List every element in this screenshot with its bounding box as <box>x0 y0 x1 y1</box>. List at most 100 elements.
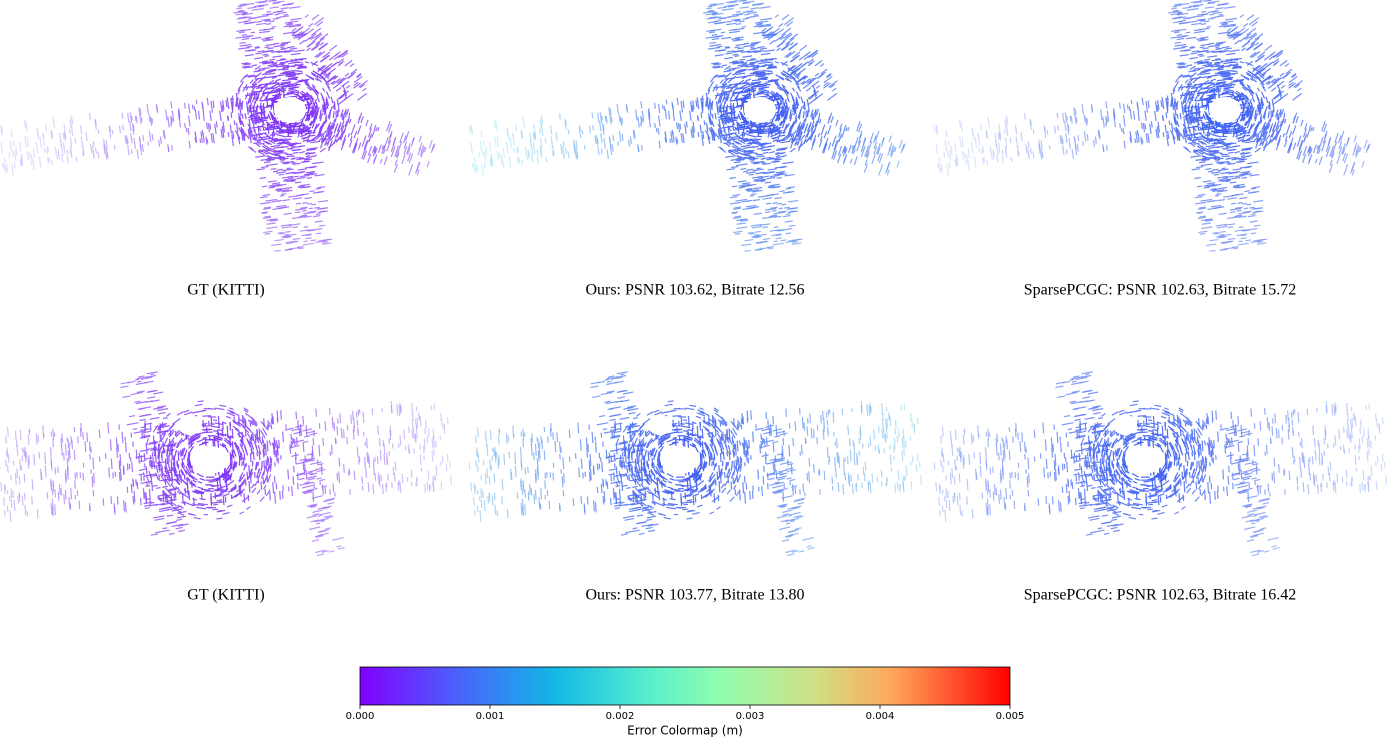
point-dash <box>1198 19 1206 22</box>
point-dash <box>368 456 371 468</box>
point-dash <box>475 163 478 171</box>
point-dash <box>1249 220 1258 223</box>
point-dash <box>281 41 291 44</box>
point-dash <box>618 114 621 123</box>
point-dash <box>576 151 579 158</box>
point-dash <box>408 153 414 164</box>
point-dash <box>289 223 301 226</box>
point-dash <box>125 135 129 145</box>
point-dash <box>1238 158 1248 161</box>
point-dash <box>729 93 735 102</box>
point-dash <box>242 12 254 16</box>
point-dash <box>1250 232 1257 235</box>
point-dash <box>251 77 259 86</box>
point-dash <box>322 438 325 446</box>
point-dash <box>1201 155 1209 159</box>
point-dash <box>1100 109 1103 121</box>
point-dash <box>945 130 948 138</box>
point-dash <box>146 374 157 378</box>
cloud-hole <box>274 97 306 123</box>
point-dash <box>255 133 258 139</box>
point-dash <box>336 99 340 108</box>
point-dash <box>317 186 326 189</box>
point-dash <box>123 500 125 512</box>
point-dash <box>79 428 82 437</box>
point-dash <box>325 135 332 143</box>
point-dash <box>325 140 330 145</box>
point-dash <box>144 420 147 430</box>
point-dash <box>1126 104 1129 110</box>
point-dash <box>1182 123 1188 133</box>
point-dash <box>940 163 943 171</box>
point-dash <box>283 234 289 236</box>
point-dash <box>10 499 13 508</box>
point-dash <box>36 509 39 519</box>
point-dash <box>139 459 146 463</box>
point-dash <box>94 147 97 154</box>
point-dash <box>145 498 150 501</box>
point-dash <box>1234 193 1244 196</box>
point-dash <box>1202 64 1208 67</box>
point-dash <box>1205 113 1211 122</box>
point-dash <box>1240 155 1249 160</box>
point-dash <box>775 170 786 174</box>
point-dash <box>754 230 761 233</box>
point-dash <box>999 131 1002 138</box>
point-dash <box>1210 204 1222 208</box>
point-cloud <box>933 0 1371 252</box>
point-dash <box>176 518 183 522</box>
point-dash <box>703 120 706 126</box>
point-dash <box>377 472 380 485</box>
point-dash <box>1105 122 1107 127</box>
point-dash <box>267 151 277 156</box>
point-dash <box>765 80 773 83</box>
point-dash <box>299 482 309 486</box>
point-dash <box>955 154 959 165</box>
point-dash <box>206 138 209 144</box>
point-dash <box>871 153 876 165</box>
point-dash <box>1199 206 1207 209</box>
point-dash <box>103 143 106 154</box>
point-dash <box>695 99 698 108</box>
point-dash <box>724 46 731 49</box>
point-dash <box>122 125 125 131</box>
point-dash <box>1276 135 1282 146</box>
point-dash <box>301 90 306 95</box>
point-dash <box>147 396 156 399</box>
point-dash <box>397 481 400 491</box>
point-dash <box>797 144 802 149</box>
point-dash <box>1162 132 1165 137</box>
point-dash <box>729 196 738 199</box>
point-dash <box>1179 54 1189 57</box>
point-dash <box>857 133 863 144</box>
point-dash <box>272 95 280 104</box>
point-dash <box>795 91 801 99</box>
point-dash <box>293 123 299 127</box>
point-dash <box>757 177 764 180</box>
point-dash <box>372 483 375 495</box>
point-dash <box>724 129 726 134</box>
point-dash <box>679 123 682 130</box>
point-dash <box>1196 119 1201 126</box>
point-dash <box>1215 89 1222 93</box>
point-dash <box>245 34 254 38</box>
point-dash <box>600 133 603 144</box>
point-dash <box>1257 241 1264 244</box>
point-dash <box>282 235 292 239</box>
point-dash <box>441 418 443 428</box>
point-dash <box>325 96 330 107</box>
point-dash <box>782 37 788 43</box>
point-dash <box>150 460 153 469</box>
point-dash <box>265 140 272 146</box>
point-dash <box>278 11 287 15</box>
point-dash <box>696 97 700 110</box>
point-dash <box>780 71 787 76</box>
point-dash <box>255 52 263 55</box>
point-dash <box>1145 133 1148 143</box>
point-dash <box>792 117 798 127</box>
point-dash <box>293 171 304 175</box>
point-dash <box>344 120 348 127</box>
point-dash <box>1198 207 1206 210</box>
point-dash <box>256 22 267 26</box>
point-dash <box>602 124 605 132</box>
